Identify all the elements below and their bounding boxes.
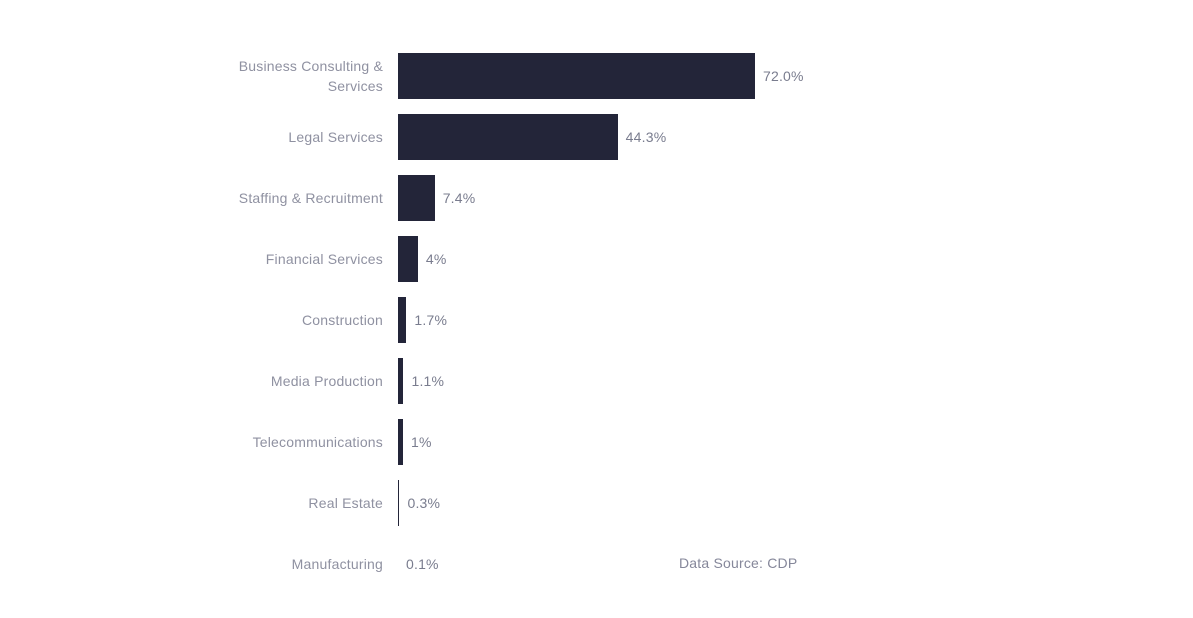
bar: [398, 113, 618, 160]
bar: [398, 296, 407, 343]
bar: [398, 418, 403, 465]
category-label: Business Consulting & Services: [238, 57, 383, 94]
category-label: Manufacturing: [291, 555, 383, 572]
bar-area: 44.3%: [398, 113, 667, 160]
category-label: Telecommunications: [252, 433, 383, 450]
category-label: Legal Services: [288, 128, 383, 145]
category-label: Staffing & Recruitment: [238, 189, 383, 206]
bar-area: 0.3%: [398, 479, 441, 526]
chart-row: Business Consulting & Services 72.0%: [183, 45, 804, 106]
chart-row: Real Estate 0.3%: [183, 472, 804, 533]
data-source-note: Data Source: CDP: [679, 555, 798, 571]
chart-row: Legal Services 44.3%: [183, 106, 804, 167]
category-label: Real Estate: [308, 494, 383, 511]
value-label: 0.1%: [406, 555, 439, 572]
chart-row: Construction 1.7%: [183, 289, 804, 350]
value-label: 4%: [425, 250, 447, 267]
bar-area: 1.7%: [398, 296, 448, 343]
category-label: Financial Services: [265, 250, 383, 267]
bar-area: 4%: [398, 235, 447, 282]
value-label: 0.3%: [407, 494, 441, 511]
bar-area: 1.1%: [398, 357, 445, 404]
bar-area: 1%: [398, 418, 432, 465]
bar: [398, 174, 435, 221]
bar-area: 7.4%: [398, 174, 476, 221]
bar: [398, 357, 404, 404]
value-label: 1%: [410, 433, 432, 450]
chart-row: Media Production 1.1%: [183, 350, 804, 411]
bar-area: 0.1%: [398, 541, 439, 587]
value-label: 1.7%: [414, 311, 448, 328]
value-label: 44.3%: [625, 128, 667, 145]
category-label: Construction: [302, 311, 383, 328]
chart-row: Manufacturing 0.1%: [183, 533, 804, 594]
value-label: 7.4%: [442, 189, 476, 206]
category-label: Media Production: [270, 372, 383, 389]
bar-area: 72.0%: [398, 52, 804, 99]
bar: [398, 52, 755, 99]
value-label: 1.1%: [411, 372, 445, 389]
chart-row: Financial Services 4%: [183, 228, 804, 289]
bar-chart: Business Consulting & Services 72.0% Legal…: [183, 45, 804, 594]
bar: [398, 235, 418, 282]
value-label: 72.0%: [763, 67, 804, 84]
bar: [398, 479, 400, 526]
chart-row: Telecommunications 1%: [183, 411, 804, 472]
chart-row: Staffing & Recruitment 7.4%: [183, 167, 804, 228]
